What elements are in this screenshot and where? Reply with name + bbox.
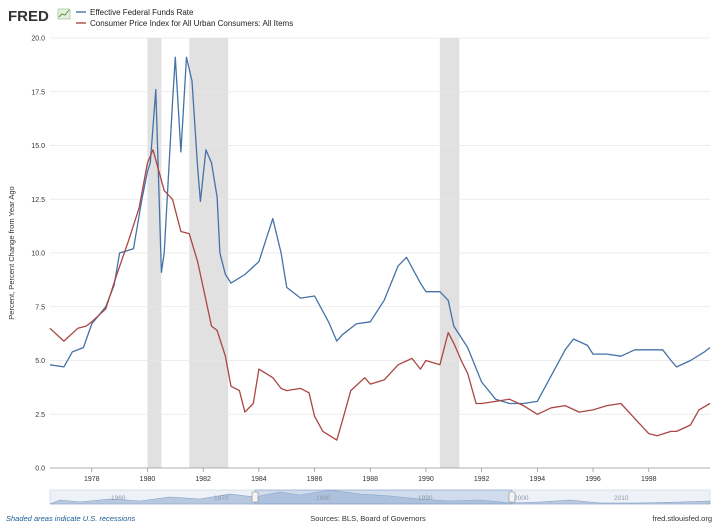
x-tick-label: 1998 (641, 476, 657, 483)
y-tick-label: 10.0 (31, 251, 45, 258)
recession-note-link[interactable]: Shaded areas indicate U.S. recessions (6, 514, 135, 523)
x-tick-label: 1994 (530, 476, 546, 483)
navigator-left-handle[interactable] (251, 491, 259, 503)
x-axis-ticks: 1978 1980 1982 1984 1986 1988 1990 1992 1994 1996… (84, 468, 657, 483)
y-tick-label: 2.5 (35, 412, 45, 419)
x-tick-label: 1986 (307, 476, 323, 483)
fred-logo-chart-icon (57, 8, 71, 20)
navigator-series (49, 489, 711, 505)
navigator-year: 1970 (214, 495, 229, 502)
navigator-selection[interactable] (254, 489, 513, 505)
y-tick-label: 0.0 (35, 466, 45, 473)
y-tick-label: 5.0 (35, 358, 45, 365)
y-tick-label: 17.5 (31, 89, 45, 96)
navigator-right-handle[interactable] (508, 491, 516, 503)
y-tick-label: 12.5 (31, 197, 45, 204)
sources-text: Sources: BLS, Board of Governors (310, 514, 426, 523)
series-lines (49, 56, 711, 441)
range-navigator[interactable]: 1960 1970 1980 1990 2000 2010 (49, 489, 711, 505)
navigator-year: 1980 (316, 495, 331, 502)
navigator-year: 2000 (514, 495, 529, 502)
y-axis-ticks: 0.0 2.5 5.0 7.5 10.0 12.5 15.0 17.5 20.0 (31, 36, 45, 473)
fred-wordmark: FRED (8, 8, 49, 25)
x-tick-label: 1978 (84, 476, 100, 483)
series-line-cpi (49, 149, 711, 441)
legend-label-fedfunds: Effective Federal Funds Rate (90, 8, 194, 17)
x-tick-label: 1990 (418, 476, 434, 483)
navigator-year: 1960 (111, 495, 126, 502)
x-tick-label: 1988 (362, 476, 378, 483)
y-tick-label: 15.0 (31, 143, 45, 150)
navigator-year: 2010 (614, 495, 629, 502)
fred-logo[interactable]: FRED (8, 8, 71, 25)
x-tick-label: 1980 (140, 476, 156, 483)
y-axis-label: Percent, Percent Change from Year Ago (7, 186, 16, 319)
series-line-fedfunds (49, 56, 711, 405)
plot-area: 0.0 2.5 5.0 7.5 10.0 12.5 15.0 17.5 20.0 1978 198… (31, 36, 711, 483)
x-tick-label: 1982 (195, 476, 211, 483)
y-tick-label: 20.0 (31, 36, 45, 43)
legend: Effective Federal Funds Rate Consumer Pr… (76, 8, 293, 28)
site-url[interactable]: fred.stlouisfed.org (652, 514, 712, 523)
x-tick-label: 1984 (251, 476, 267, 483)
legend-label-cpi: Consumer Price Index for All Urban Consu… (90, 19, 293, 28)
x-tick-label: 1992 (474, 476, 490, 483)
navigator-year: 1990 (418, 495, 433, 502)
y-tick-label: 7.5 (35, 304, 45, 311)
x-tick-label: 1996 (585, 476, 601, 483)
